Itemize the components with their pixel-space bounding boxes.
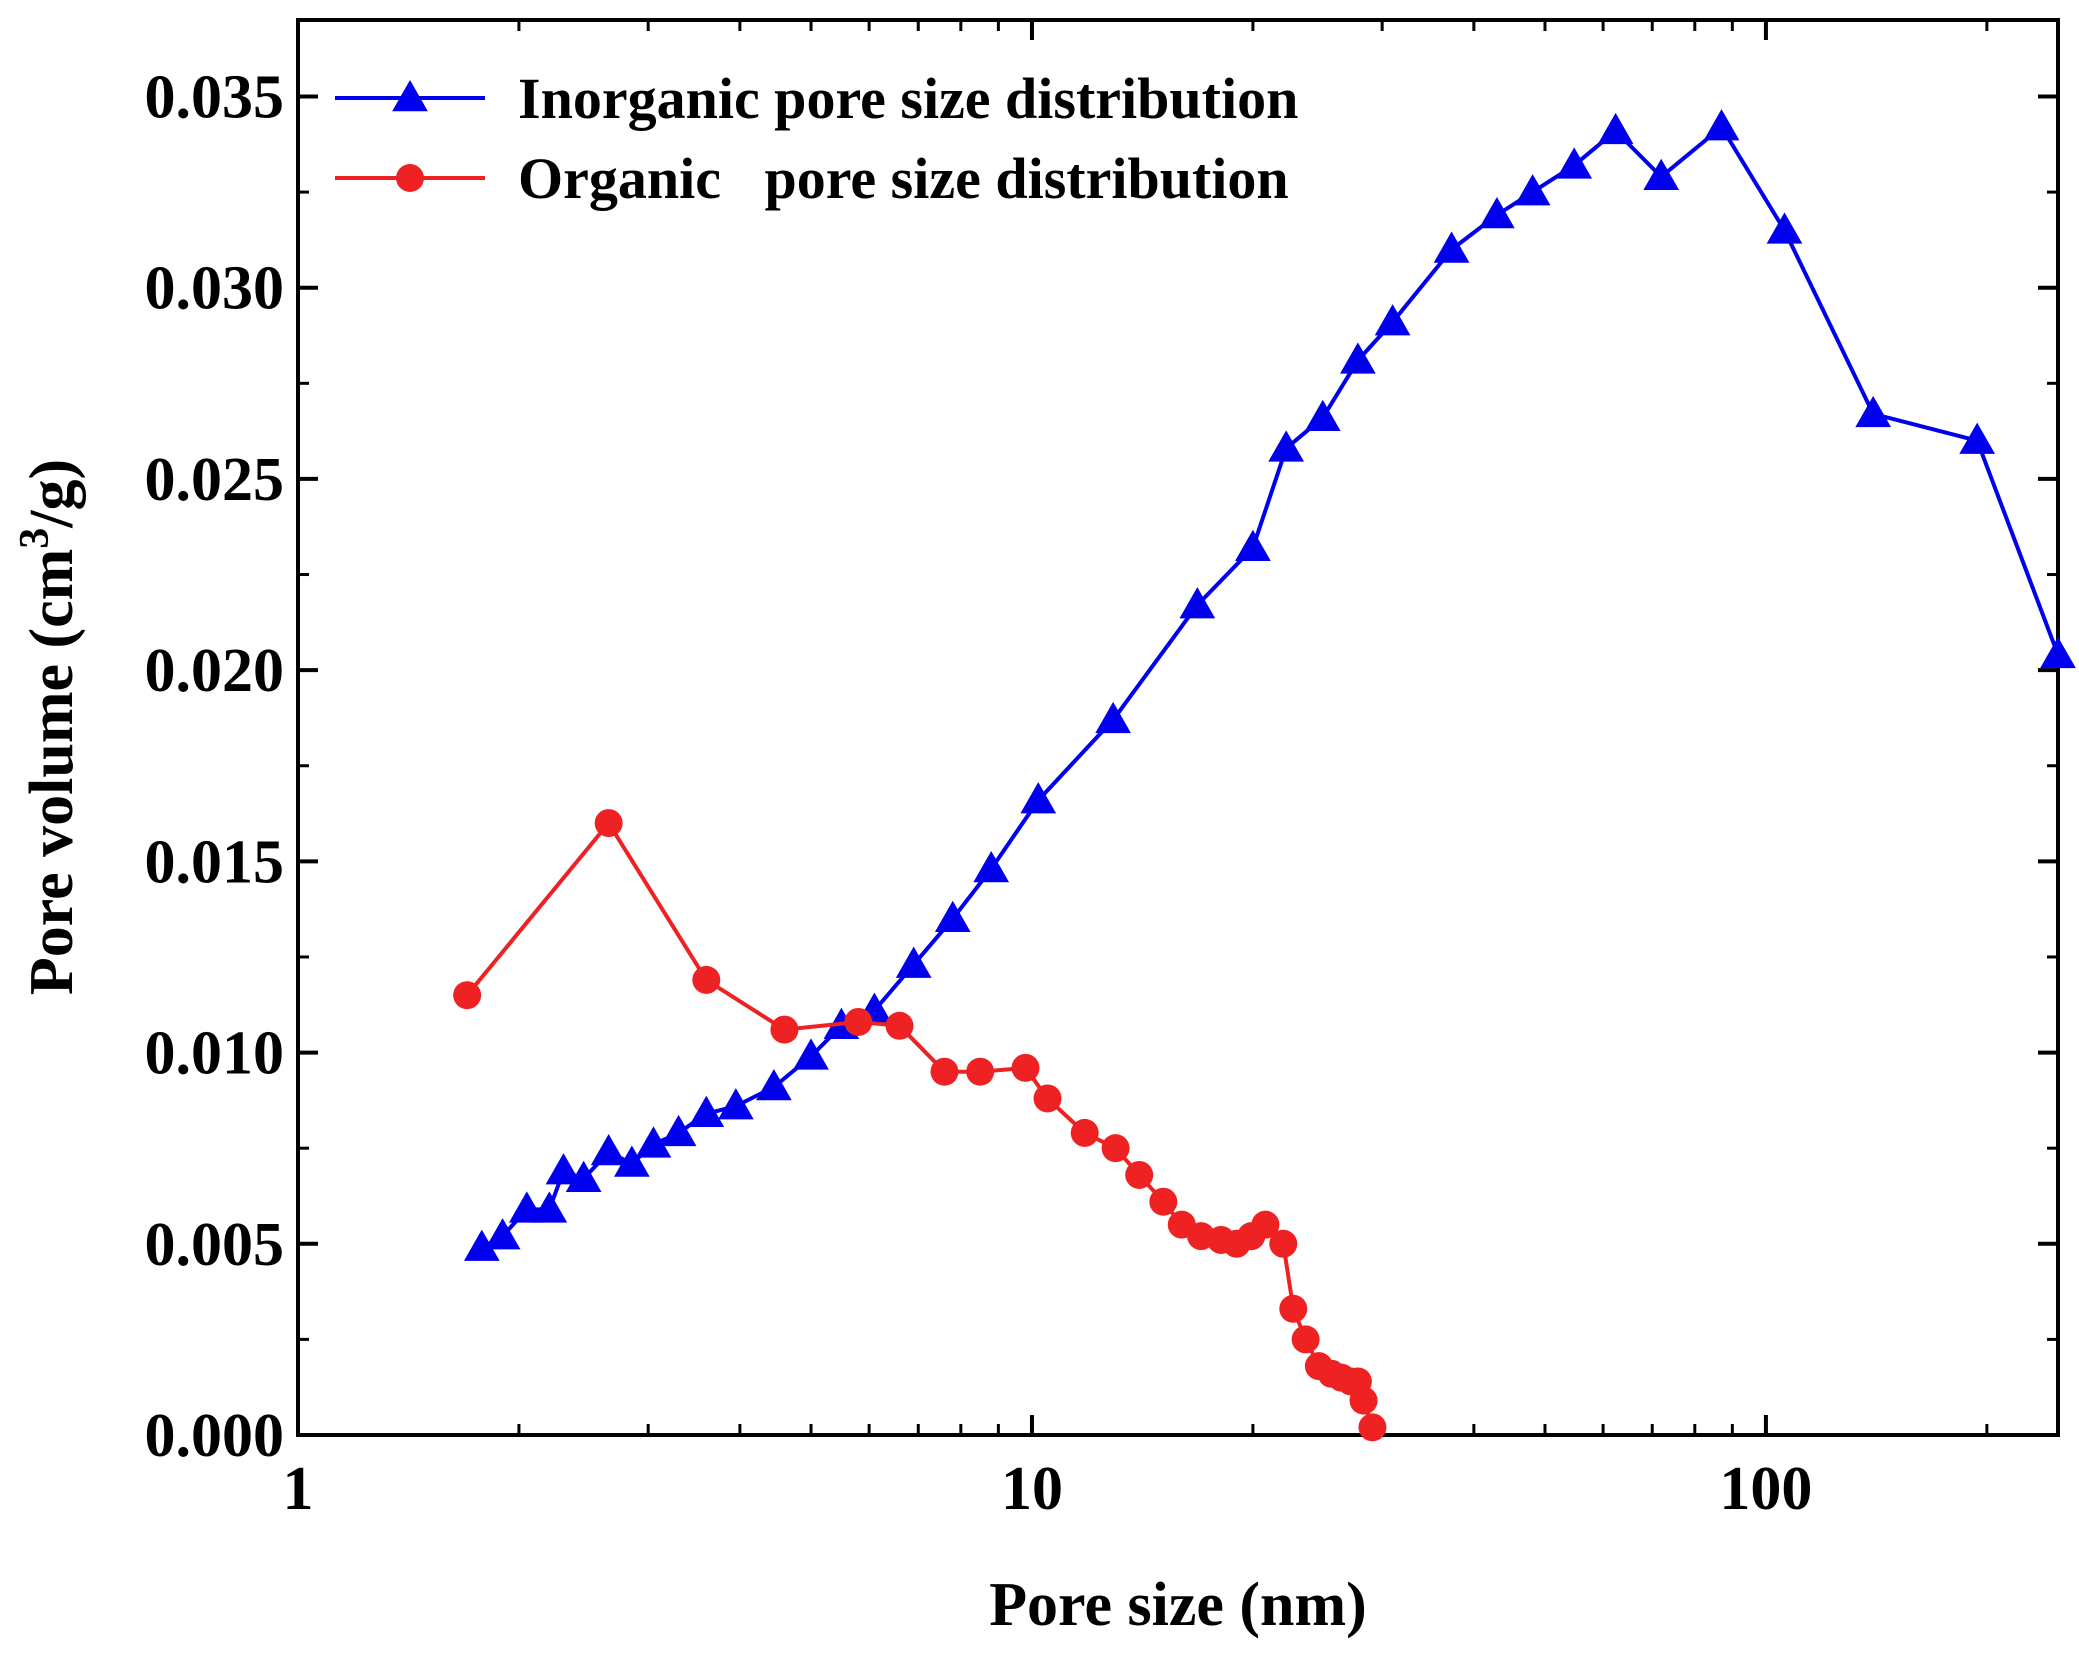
inorganic-data-point — [1236, 531, 1270, 561]
inorganic-data-point — [1516, 175, 1550, 205]
inorganic-data-point — [1096, 703, 1130, 733]
organic-data-point — [844, 1008, 872, 1036]
inorganic-data-point — [2041, 638, 2075, 668]
inorganic-data-point — [1557, 148, 1591, 178]
organic-data-point — [1292, 1325, 1320, 1353]
inorganic-data-point — [1768, 213, 1802, 243]
y-tick-label: 0.025 — [145, 446, 285, 514]
organic-data-point — [966, 1058, 994, 1086]
inorganic-data-point — [757, 1070, 791, 1100]
y-tick-label: 0.005 — [145, 1211, 285, 1279]
x-tick-label: 1 — [283, 1455, 314, 1523]
organic-data-point — [886, 1012, 914, 1040]
y-tick-label: 0.020 — [145, 637, 285, 705]
x-tick-label: 100 — [1719, 1455, 1812, 1523]
organic-data-point — [930, 1058, 958, 1086]
organic-data-point — [1269, 1230, 1297, 1258]
legend-marker-inorganic — [393, 81, 427, 111]
x-axis-title: Pore size (nm) — [989, 1571, 1367, 1639]
organic-data-point — [1102, 1134, 1130, 1162]
y-tick-label: 0.010 — [145, 1020, 285, 1088]
organic-data-point — [1071, 1119, 1099, 1147]
organic-data-point — [453, 981, 481, 1009]
inorganic-data-point — [1435, 232, 1469, 262]
x-tick-label: 10 — [1001, 1455, 1063, 1523]
inorganic-series-line — [482, 127, 2058, 1248]
organic-data-point — [1034, 1084, 1062, 1112]
organic-data-point — [1149, 1188, 1177, 1216]
y-tick-label: 0.015 — [145, 828, 285, 896]
y-tick-label: 0.035 — [145, 63, 285, 131]
organic-data-point — [1358, 1413, 1386, 1441]
pore-size-chart: 0.000 0.005 0.010 0.015 0.020 0.025 0.030 0.035… — [0, 0, 2079, 1659]
inorganic-data-point — [1306, 401, 1340, 431]
legend-marker-organic — [396, 164, 424, 192]
organic-data-point — [1350, 1387, 1378, 1415]
inorganic-data-point — [974, 852, 1008, 882]
inorganic-data-point — [662, 1116, 696, 1146]
inorganic-data-point — [1705, 110, 1739, 140]
inorganic-data-point — [1599, 114, 1633, 144]
legend-label-inorganic: Inorganic pore size distribution — [518, 66, 1298, 131]
organic-data-point — [1125, 1161, 1153, 1189]
organic-data-point — [1012, 1054, 1040, 1082]
inorganic-data-point — [532, 1192, 566, 1222]
organic-series-line — [467, 823, 1372, 1427]
inorganic-data-point — [1480, 198, 1514, 228]
inorganic-data-point — [719, 1089, 753, 1119]
inorganic-data-point — [1856, 397, 1890, 427]
y-tick-label: 0.000 — [145, 1402, 285, 1470]
y-axis-title: Pore volume (cm3/g) — [12, 459, 86, 995]
legend-label-organic: Organic pore size distribution — [518, 146, 1289, 211]
y-tick-label: 0.030 — [145, 255, 285, 323]
inorganic-data-point — [592, 1135, 626, 1165]
organic-data-point — [770, 1016, 798, 1044]
organic-data-point — [1279, 1295, 1307, 1323]
organic-data-point — [692, 966, 720, 994]
organic-data-point — [595, 809, 623, 837]
